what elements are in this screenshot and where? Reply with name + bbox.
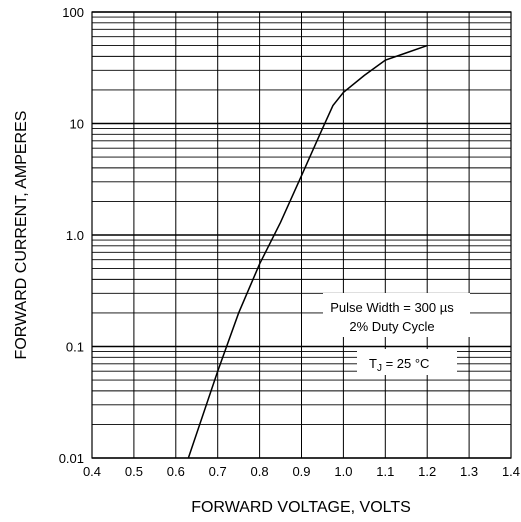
annotation-tj-rest: = 25 °C	[382, 356, 429, 371]
annotation-bg-top	[323, 293, 470, 337]
forward-curve-series	[187, 44, 428, 459]
x-tick-label: 1.4	[502, 464, 520, 479]
x-tick-label: 1.2	[418, 464, 436, 479]
x-tick-label: 0.7	[209, 464, 227, 479]
annotation-tj-main: T	[369, 356, 377, 371]
y-tick-label: 0.1	[66, 340, 84, 355]
x-axis-title: FORWARD VOLTAGE, VOLTS	[191, 499, 411, 516]
x-tick-label: 0.5	[125, 464, 143, 479]
x-tick-label: 0.4	[83, 464, 101, 479]
annotation-tj-sub: J	[377, 363, 382, 374]
x-tick-label: 1.1	[376, 464, 394, 479]
annotation-duty-cycle: 2% Duty Cycle	[349, 319, 434, 334]
y-axis-title: FORWARD CURRENT, AMPERES	[13, 111, 30, 360]
x-tick-label: 0.9	[292, 464, 310, 479]
y-tick-labels: 0.01 0.1 1.0 10 100	[59, 5, 84, 466]
annotation-junction-temp: TJ = 25 °C	[369, 356, 429, 374]
x-tick-label: 1.3	[460, 464, 478, 479]
x-tick-labels: 0.4 0.5 0.6 0.7 0.8 0.9 1.0 1.1 1.2 1.3 1.4	[83, 464, 520, 479]
annotation-box: Pulse Width = 300 µs 2% Duty Cycle TJ = …	[323, 293, 470, 375]
x-tick-label: 0.6	[167, 464, 185, 479]
annotation-bg-bottom	[357, 349, 457, 375]
y-tick-label: 1.0	[66, 228, 84, 243]
plot-frame	[91, 11, 512, 459]
y-tick-label: 10	[70, 117, 84, 132]
x-tick-label: 0.8	[251, 464, 269, 479]
y-tick-label: 100	[62, 5, 84, 20]
x-tick-label: 1.0	[334, 464, 352, 479]
y-tick-label: 0.01	[59, 451, 84, 466]
annotation-pulse-width: Pulse Width = 300 µs	[330, 300, 454, 315]
curve-layer	[187, 44, 428, 459]
